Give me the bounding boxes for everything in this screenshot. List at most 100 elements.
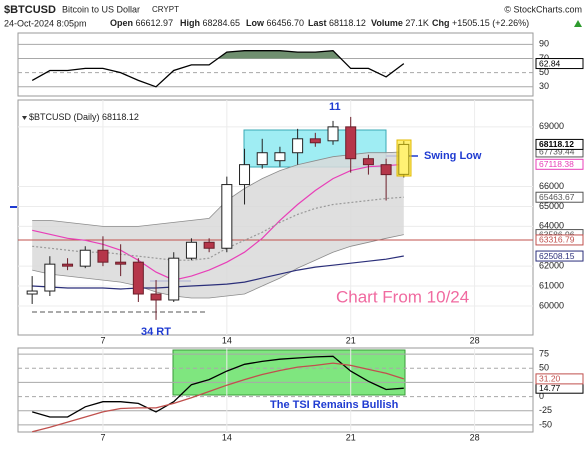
- x-tick-label: 7: [100, 335, 105, 345]
- value-box-label: 62508.15: [539, 251, 575, 261]
- highlight-candle: [396, 139, 412, 177]
- symbol: $BTCUSD: [4, 4, 56, 16]
- value-box: [535, 234, 584, 246]
- line: [31, 50, 405, 88]
- credit: © StockCharts.com: [504, 4, 582, 14]
- stat-label: Chg: [432, 18, 450, 28]
- overlay-line: [32, 255, 404, 290]
- x-tick-label: 21: [346, 432, 356, 442]
- value-box-label: 67739.44: [539, 147, 575, 157]
- y-tick-label: 50: [539, 363, 549, 373]
- annotation: Chart From 10/24: [336, 287, 469, 306]
- candle-body: [26, 290, 38, 295]
- value-box: [535, 373, 584, 385]
- highlight-box: [172, 349, 406, 396]
- value-box-label: 63316.79: [539, 235, 575, 245]
- candle-body: [150, 293, 162, 301]
- stat-label: Open: [110, 18, 133, 28]
- value-box-label: 68118.12: [539, 139, 574, 149]
- legend-name: $BTCUSD (Daily): [29, 112, 100, 122]
- x-tick-label: 21: [346, 335, 356, 345]
- candle-body: [292, 138, 304, 154]
- y-tick-label: 64000: [539, 221, 564, 231]
- value-box-label: 67118.38: [539, 159, 574, 169]
- price-layer: 3050709062.84600006100062000640006500066…: [18, 39, 584, 442]
- candle-body: [256, 152, 268, 166]
- candle-body: [380, 164, 392, 176]
- value-box-label: 14.77: [539, 383, 561, 393]
- y-tick-label: 65000: [539, 201, 564, 211]
- candle-body: [362, 158, 374, 166]
- candle-body: [274, 152, 286, 162]
- rsi-panel: [17, 32, 534, 97]
- stat-value: 66456.70: [267, 18, 305, 28]
- candle-body: [79, 249, 91, 267]
- line: [32, 362, 404, 433]
- value-box: [535, 158, 584, 170]
- y-tick-label: -50: [539, 419, 552, 429]
- band-area: [32, 151, 404, 298]
- x-tick-label: 14: [222, 335, 232, 345]
- y-tick-label: 0: [539, 391, 544, 401]
- y-tick-label: 70: [539, 53, 549, 63]
- y-tick-label: 61000: [539, 280, 564, 290]
- x-tick-label: 7: [100, 432, 105, 442]
- x-tick-label: 28: [470, 335, 480, 345]
- candle-body: [345, 126, 357, 160]
- price-panel: [17, 99, 534, 336]
- stat-label: Volume: [371, 18, 403, 28]
- x-tick-label: 14: [222, 432, 232, 442]
- stat: Low 66456.70: [246, 18, 304, 28]
- y-tick-label: 50: [539, 67, 549, 77]
- candle-body: [168, 257, 180, 301]
- y-tick-label: 30: [539, 81, 549, 91]
- stat-value: 68118.12: [329, 18, 366, 28]
- x-tick-label: 28: [470, 432, 480, 442]
- y-tick-label: 90: [539, 39, 549, 49]
- stat-value: 27.1K: [405, 18, 429, 28]
- candle-body: [97, 249, 109, 263]
- stat-label: High: [180, 18, 200, 28]
- stat-label: Low: [246, 18, 265, 28]
- legend: $BTCUSD (Daily) 68118.12: [29, 112, 139, 122]
- band-line: [32, 234, 404, 299]
- stat-value: 66612.97: [136, 18, 174, 28]
- value-box: [535, 191, 584, 203]
- legend-icon: [22, 116, 27, 120]
- description: Bitcoin to US Dollar: [62, 4, 140, 14]
- candle-body: [239, 164, 251, 186]
- candle-body: [185, 241, 197, 259]
- overlay-line: [32, 163, 404, 281]
- value-box-label: 65463.67: [539, 192, 575, 202]
- annotation: 11: [329, 101, 341, 113]
- stat-label: Last: [308, 18, 327, 28]
- up-arrow: [574, 20, 582, 27]
- annotation: Swing Low: [424, 150, 482, 162]
- exchange: CRYPT: [152, 5, 179, 14]
- stat-value: 68284.65: [203, 18, 241, 28]
- y-tick-label: -25: [539, 405, 552, 415]
- value-box: [535, 138, 584, 150]
- value-box-label: 31.20: [539, 374, 561, 384]
- stat-value: +1505.15 (+2.26%): [452, 18, 529, 28]
- y-tick-label: 66000: [539, 181, 564, 191]
- stat: Open 66612.97: [110, 18, 173, 28]
- y-tick-label: 75: [539, 348, 549, 358]
- band-line: [32, 151, 404, 227]
- stat: Last 68118.12: [308, 18, 366, 28]
- y-tick-label: 60000: [539, 300, 564, 310]
- value-box-label: 62.84: [539, 58, 561, 68]
- annotation: The TSI Remains Bullish: [270, 399, 399, 411]
- candle-body: [221, 184, 233, 249]
- candle-body: [44, 263, 56, 292]
- candle-body: [327, 126, 339, 142]
- stat: Chg +1505.15 (+2.26%): [432, 18, 529, 28]
- value-box: [535, 58, 584, 70]
- candle-body: [115, 261, 127, 265]
- candle-body: [62, 263, 74, 267]
- candle-body: [309, 138, 321, 144]
- y-tick-label: 69000: [539, 121, 564, 131]
- tsi-panel: [17, 347, 534, 433]
